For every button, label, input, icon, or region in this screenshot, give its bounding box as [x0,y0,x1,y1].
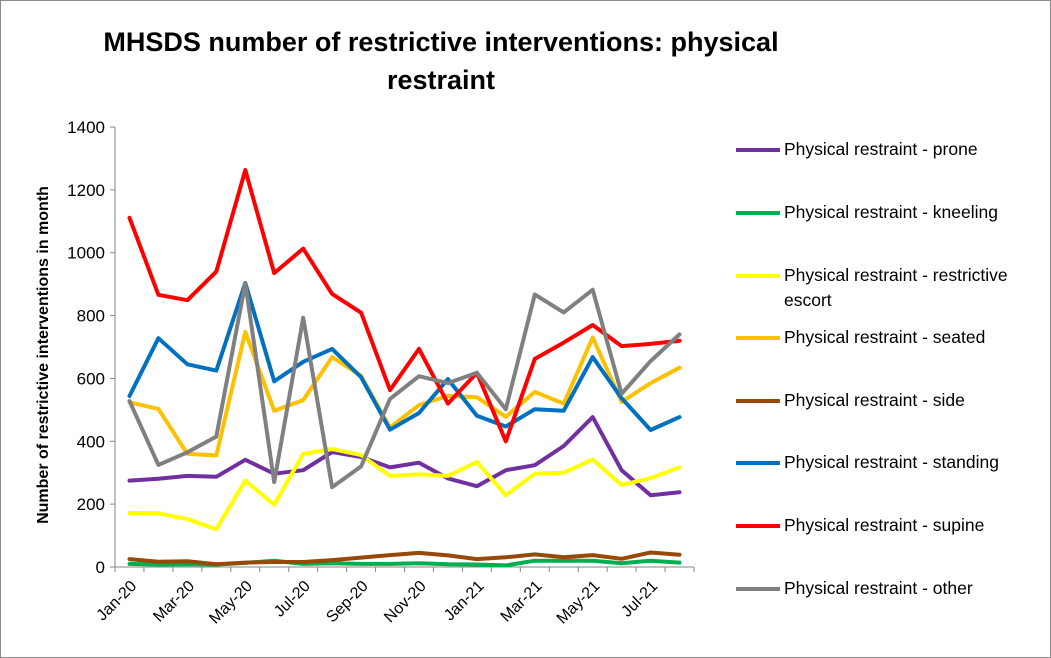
x-tick-label: May-21 [554,578,604,628]
legend-swatch [736,587,780,591]
series-line-5 [127,550,682,567]
legend-swatch [736,461,780,465]
y-tick-label: 1400 [67,118,105,137]
y-axis-label: Number of restrictive interventions in m… [35,186,52,524]
legend-label: Physical restraint - kneeling [784,202,998,222]
series-line-7 [127,168,682,444]
chart-title-line-2: restraint [386,65,496,95]
x-tick-label: Jul-20 [271,578,314,621]
legend-item: Physical restraint - standing [736,450,1046,475]
series-line-8 [127,281,682,490]
y-tick-label: 1200 [67,181,105,200]
x-tick-label: Mar-20 [150,578,198,626]
series-line-4 [127,329,682,458]
legend-item: Physical restraint - kneeling [736,200,1046,225]
legend-item: Physical restraint - restrictive escort [736,263,1046,313]
y-tick-label: 600 [77,369,105,388]
chart-title: MHSDS number of restrictive intervention… [41,23,841,99]
y-tick-label: 200 [77,495,105,514]
x-tick-label: Mar-21 [498,578,546,626]
series-line-6 [127,280,682,432]
y-tick-label: 800 [77,307,105,326]
legend-swatch [736,148,780,152]
legend-swatch [736,211,780,215]
series-line-1 [127,415,682,498]
legend-item: Physical restraint - seated [736,325,1046,350]
legend-label: Physical restraint - restrictive escort [784,265,1008,310]
x-tick-label: Jan-21 [441,578,488,625]
y-tick-label: 1000 [67,244,105,263]
x-tick-label: Nov-20 [381,578,430,627]
legend-item: Physical restraint - side [736,388,1046,413]
legend-swatch [736,399,780,403]
legend-label: Physical restraint - other [784,578,973,598]
x-tick-label: Jan-20 [94,578,141,625]
series-line-3 [127,447,682,532]
x-tick-label: May-20 [206,578,256,628]
y-tick-label: 0 [96,558,105,577]
legend-label: Physical restraint - standing [784,452,999,472]
legend-item: Physical restraint - supine [736,513,1046,538]
chart-title-line-1: MHSDS number of restrictive intervention… [103,27,779,57]
legend-item: Physical restraint - prone [736,137,1046,162]
x-tick-label: Jul-21 [618,578,661,621]
legend-swatch [736,524,780,528]
legend-item: Physical restraint - other [736,576,1046,601]
legend-swatch [736,336,780,340]
legend-label: Physical restraint - side [784,390,965,410]
legend-label: Physical restraint - supine [784,515,985,535]
y-tick-label: 400 [77,432,105,451]
legend-label: Physical restraint - seated [784,327,986,347]
legend-label: Physical restraint - prone [784,139,978,159]
legend-swatch [736,274,780,278]
x-tick-label: Sep-20 [323,578,372,627]
